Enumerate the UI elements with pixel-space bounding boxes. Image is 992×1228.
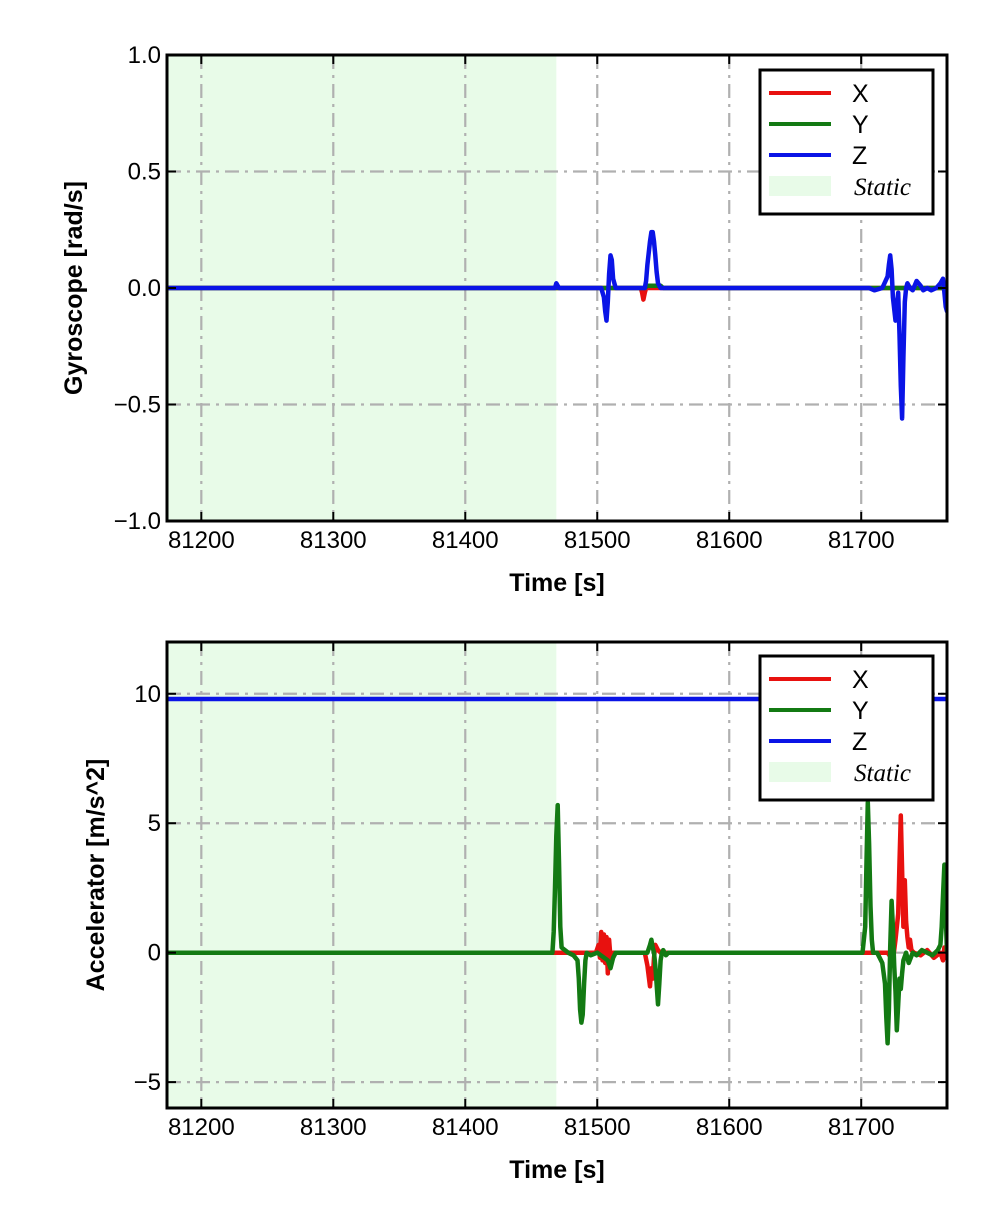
y-tick-label: 0.0	[128, 275, 161, 302]
y-tick-label: 0.5	[128, 159, 161, 186]
x-tick-label: 81300	[300, 1114, 367, 1141]
legend-label-static: Static	[854, 174, 911, 201]
x-tick-label: 81200	[168, 527, 235, 554]
plot-frame	[165, 640, 949, 1110]
x-tick-label: 81500	[564, 527, 631, 554]
x-tick-label: 81500	[564, 1114, 631, 1141]
legend: XYZ Static	[758, 654, 935, 802]
legend-label-z: Z	[852, 728, 867, 756]
legend-label-x: X	[852, 80, 869, 108]
x-axis-title: Time [s]	[509, 569, 604, 597]
y-tick-label: −1.0	[114, 508, 161, 535]
static-region	[167, 642, 557, 1108]
legend-label-x: X	[852, 666, 869, 694]
x-tick-label: 81400	[432, 1114, 499, 1141]
y-tick-label: 5	[148, 810, 161, 837]
legend-label-z: Z	[852, 142, 867, 170]
x-tick-label: 81700	[828, 527, 895, 554]
y-tick-label: 1.0	[128, 42, 161, 69]
legend: XYZ Static	[758, 68, 935, 216]
x-tick-label: 81200	[168, 1114, 235, 1141]
legend-label-y: Y	[852, 697, 869, 725]
x-tick-label: 81600	[696, 527, 763, 554]
y-tick-label: −0.5	[114, 392, 161, 419]
x-tick-label: 81700	[828, 1114, 895, 1141]
accelerometer-panel: 81200 81300 81400 81500 81600 81700 10 5 0 −5 Time…	[82, 640, 949, 1184]
y-tick-label: 0	[148, 940, 161, 967]
y-axis-title: Gyroscope [rad/s]	[60, 181, 88, 395]
series-group	[167, 229, 947, 421]
legend-swatch-static	[769, 176, 831, 196]
x-tick-label: 81300	[300, 527, 367, 554]
y-tick-label: −5	[134, 1069, 161, 1096]
series-line-z	[167, 229, 947, 421]
y-tick-label: 10	[134, 681, 161, 708]
series-line-y	[167, 800, 947, 1046]
y-axis-title: Accelerator [m/s^2]	[82, 759, 110, 992]
legend-label-static: Static	[854, 760, 911, 787]
x-tick-label: 81400	[432, 527, 499, 554]
x-axis-title: Time [s]	[509, 1156, 604, 1184]
gyroscope-panel: 81200 81300 81400 81500 81600 81700 1.0 0.5 0.0 −…	[60, 42, 949, 597]
legend-swatch-static	[769, 762, 831, 782]
legend-label-y: Y	[852, 111, 869, 139]
x-tick-label: 81600	[696, 1114, 763, 1141]
